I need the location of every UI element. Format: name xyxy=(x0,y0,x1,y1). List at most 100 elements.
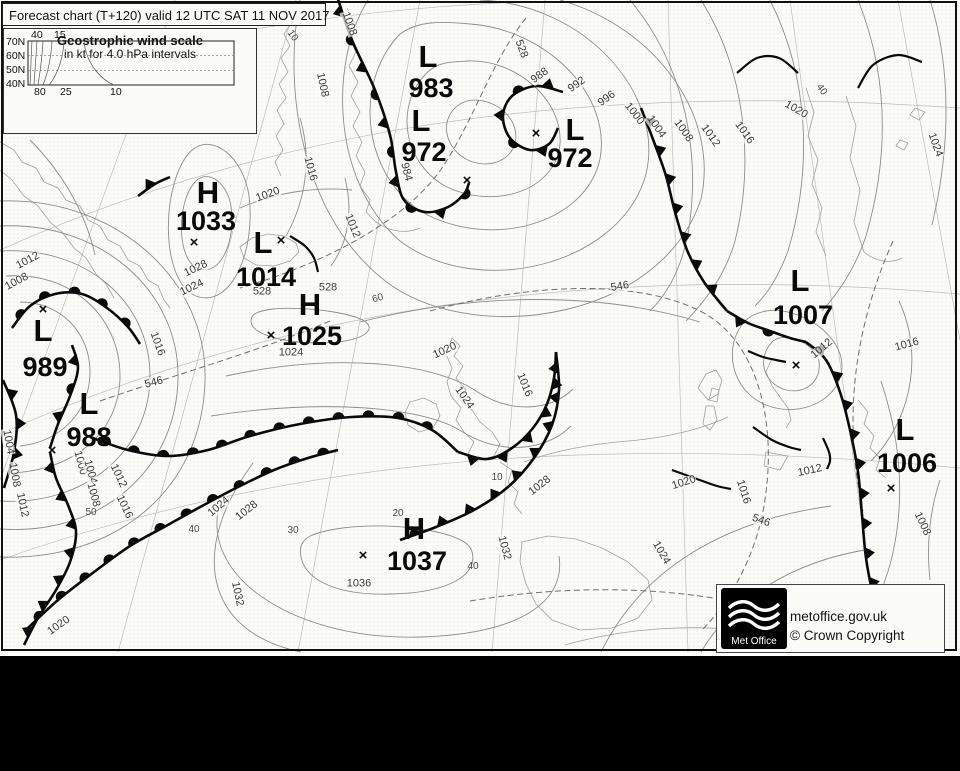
warm-front-line xyxy=(10,291,142,345)
cold-front-triangle xyxy=(672,202,684,215)
cold-front-triangle xyxy=(493,108,504,122)
cold-front-triangle xyxy=(548,361,559,375)
synoptic-chart-area: 1008 1008 528 988 992 996 984 1000 1004 1008 1012 1… xyxy=(0,0,960,653)
thickness-lines xyxy=(99,17,894,632)
pressure-centre-value: 1014 xyxy=(235,262,297,292)
branding-copyright: © Crown Copyright xyxy=(790,628,905,643)
met-office-logo: Met Office xyxy=(721,588,787,649)
cold-front-triangle xyxy=(655,144,667,158)
wind-scale-bottom-80: 80 xyxy=(34,86,46,95)
cold-front-line xyxy=(137,175,171,198)
trough-front-line xyxy=(736,55,799,74)
cold-front-triangle xyxy=(540,405,552,418)
cold-front-triangle xyxy=(735,316,747,328)
wind-scale-lat-40n: 40N xyxy=(6,78,25,90)
cold-front-triangle xyxy=(529,447,541,459)
warm-front-semicircle xyxy=(762,328,775,337)
pressure-centre-value: 1037 xyxy=(386,546,448,576)
pressure-centre-letter: L xyxy=(565,112,585,147)
trough-front-line xyxy=(289,235,320,273)
wind-scale-subtitle: in kt for 4.0 hPa intervals xyxy=(63,47,197,61)
trough-front-line xyxy=(747,349,787,364)
cold-front-triangle xyxy=(464,503,477,515)
warm-front-semicircle xyxy=(512,85,524,95)
warm-front-semicircle xyxy=(128,537,140,547)
warm-front-semicircle xyxy=(39,291,51,300)
pressure-centre-value: 983 xyxy=(408,73,454,103)
pressure-centre-value: 972 xyxy=(547,143,593,173)
cold-front-triangle xyxy=(67,353,79,367)
cold-front-triangle xyxy=(680,231,692,244)
branding-box: Met Office metoffice.gov.uk © Crown Copy… xyxy=(716,584,945,653)
pressure-centre-letter: H xyxy=(402,511,426,546)
warm-front-semicircle xyxy=(187,447,199,455)
pressure-centre-cross: × xyxy=(358,547,368,564)
warm-front-semicircle xyxy=(288,456,301,465)
cold-front-triangle xyxy=(849,428,861,441)
cold-front-triangle xyxy=(855,457,867,471)
map-border xyxy=(1,1,957,651)
wind-scale-diagram: 70N 60N 50N 40N 40 15 80 25 10 xyxy=(6,29,235,95)
warm-front-semicircle xyxy=(273,422,286,430)
cold-front-triangle xyxy=(52,411,64,423)
pressure-centre-letter: L xyxy=(790,263,810,298)
trough-front-line xyxy=(671,468,732,491)
cold-front-triangle xyxy=(43,461,55,475)
graticule-label: 40 xyxy=(188,524,200,535)
warm-front-semicircle xyxy=(508,138,519,149)
pressure-centre-cross: × xyxy=(462,172,472,189)
warm-front-semicircle xyxy=(216,439,228,448)
cold-front-triangle xyxy=(864,547,875,560)
cold-front-triangle xyxy=(466,455,480,467)
warm-front-semicircle xyxy=(15,309,26,320)
warm-front-semicircle xyxy=(99,436,111,445)
wind-scale-lat-70n: 70N xyxy=(6,36,25,48)
graticule-label: 30 xyxy=(287,525,299,536)
cold-front-line xyxy=(457,351,558,461)
cold-front-triangle xyxy=(521,431,533,443)
pressure-centre-cross: × xyxy=(189,234,199,251)
wind-scale-lat-60n: 60N xyxy=(6,50,25,62)
cold-front-triangle xyxy=(832,370,844,383)
warm-front-line xyxy=(89,415,459,458)
warm-front-semicircle xyxy=(66,383,75,395)
pressure-centre-cross: × xyxy=(886,480,896,497)
cold-front-triangle xyxy=(490,488,502,501)
warm-front-semicircle xyxy=(405,203,417,213)
cold-front-triangle xyxy=(496,450,508,463)
cold-front-triangle xyxy=(388,174,399,188)
pressure-centre-cross: × xyxy=(791,357,801,374)
pressure-centre-letter: L xyxy=(895,412,915,447)
warm-front-semicircle xyxy=(392,412,405,420)
warm-front-semicircle xyxy=(460,188,471,200)
pressure-centre-value: 1033 xyxy=(175,206,237,236)
warm-front-semicircle xyxy=(68,286,81,294)
pressure-centre-letter: H xyxy=(298,287,322,322)
pressure-centre-value: 972 xyxy=(401,137,447,167)
pressure-centre-letter: L xyxy=(411,103,431,138)
cold-front-triangle xyxy=(16,417,27,431)
isobar-label: 528 xyxy=(251,285,273,298)
pressure-centre-value: 989 xyxy=(22,352,68,382)
pressure-centre-letter: L xyxy=(33,313,53,348)
pressure-centre-value: 1007 xyxy=(772,300,834,330)
cold-front-triangle xyxy=(842,399,854,412)
cold-front-triangle xyxy=(665,173,677,186)
graticule-label: 40 xyxy=(467,561,479,572)
isobar-label: 1036 xyxy=(345,577,373,590)
cold-front-triangle xyxy=(408,525,422,537)
pressure-centre-value: 988 xyxy=(66,422,112,452)
cold-front-triangle xyxy=(6,388,19,401)
warm-front-semicircle xyxy=(207,494,219,503)
cold-front-triangle xyxy=(541,78,554,90)
wind-scale-top-40: 40 xyxy=(31,29,43,41)
branding-url: metoffice.gov.uk xyxy=(790,609,888,624)
pressure-centre-cross: × xyxy=(276,232,286,249)
cold-front-triangle xyxy=(436,515,449,527)
cold-front-triangle xyxy=(37,600,50,612)
cold-front-triangle xyxy=(65,517,77,530)
cold-front-triangle xyxy=(355,60,368,73)
warm-front-semicircle xyxy=(233,480,246,489)
cold-front-triangle xyxy=(55,489,67,502)
wind-scale-bottom-10: 10 xyxy=(110,86,122,95)
